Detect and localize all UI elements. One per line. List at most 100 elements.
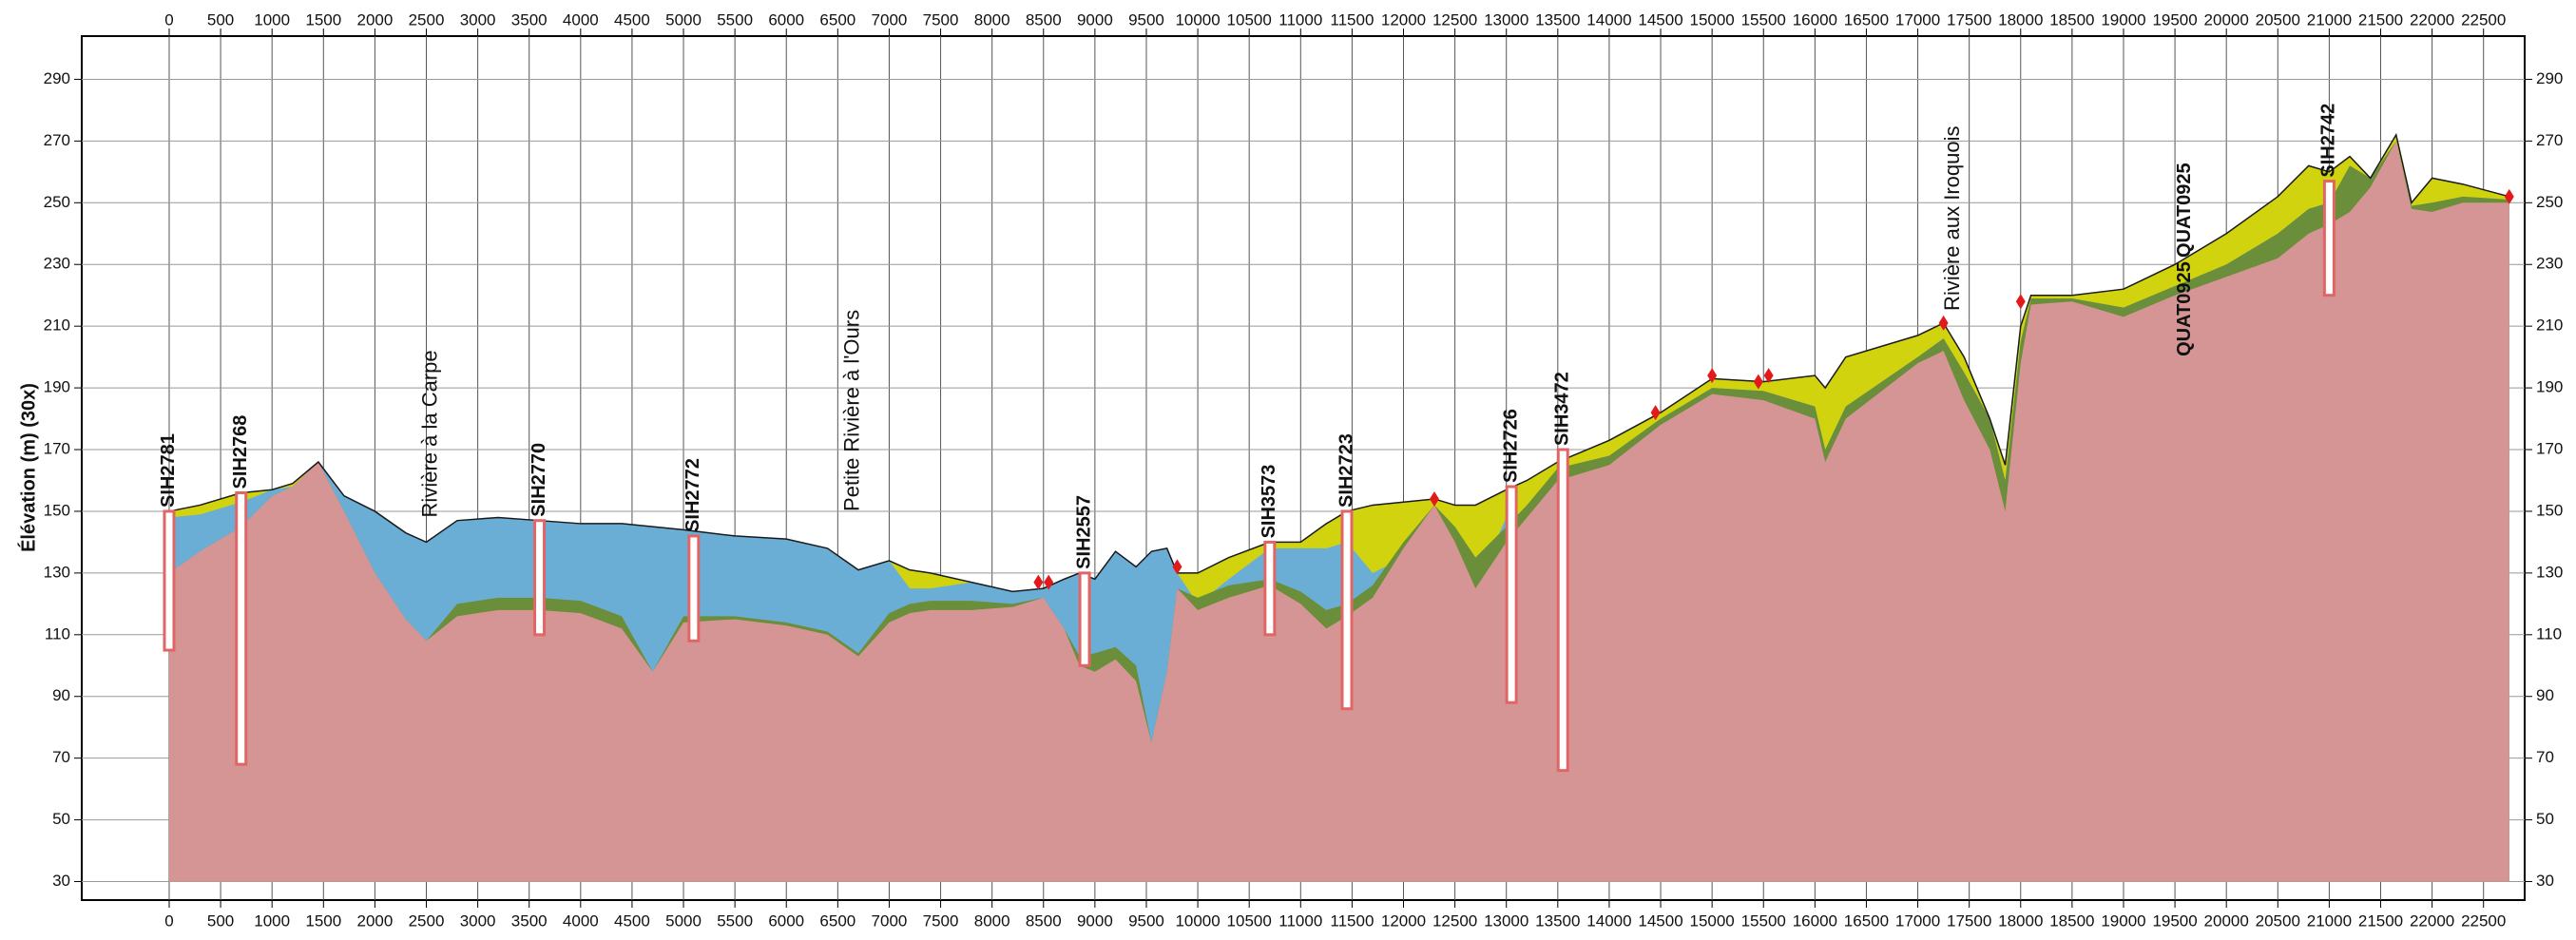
- x-tick-label: 11500: [1330, 911, 1374, 930]
- x-tick-label: 16000: [1793, 911, 1837, 930]
- x-tick-label: 2000: [356, 911, 393, 930]
- borehole: [1080, 573, 1089, 665]
- y-tick-label: 250: [44, 193, 70, 211]
- y-tick-label: 70: [2536, 748, 2554, 766]
- y-tick-label: 130: [44, 563, 70, 581]
- x-tick-label: 1000: [254, 911, 290, 930]
- x-tick-label: 3500: [511, 10, 548, 29]
- x-tick-label: 13500: [1535, 10, 1580, 29]
- x-tick-label: 19000: [2101, 10, 2145, 29]
- x-tick-label: 19500: [2152, 911, 2197, 930]
- x-tick-label: 4500: [614, 911, 650, 930]
- x-tick-label: 18500: [2049, 911, 2094, 930]
- y-tick-label: 110: [2536, 624, 2562, 643]
- x-tick-label: 22500: [2461, 911, 2506, 930]
- x-tick-label: 16500: [1844, 911, 1889, 930]
- x-tick-label: 18000: [1998, 911, 2043, 930]
- borehole-label: SIH2726: [1500, 409, 1521, 483]
- borehole-label: SIH2768: [230, 415, 251, 489]
- y-tick-label: 150: [2536, 501, 2563, 519]
- y-tick-label: 250: [2536, 193, 2563, 211]
- y-tick-label: 50: [52, 810, 70, 828]
- x-tick-label: 8500: [1026, 10, 1062, 29]
- x-tick-label: 19500: [2152, 10, 2197, 29]
- x-tick-label: 1000: [254, 10, 290, 29]
- y-tick-label: 90: [52, 686, 70, 704]
- y-tick-label: 210: [2536, 317, 2563, 335]
- x-tick-label: 8500: [1026, 911, 1062, 930]
- x-tick-label: 13000: [1484, 10, 1528, 29]
- x-tick-label: 12500: [1432, 10, 1477, 29]
- y-tick-label: 290: [44, 69, 70, 87]
- x-tick-label: 9500: [1128, 10, 1164, 29]
- borehole-label: SIH2723: [1336, 433, 1356, 508]
- borehole: [1342, 511, 1352, 709]
- borehole: [2324, 182, 2334, 296]
- x-tick-label: 2500: [409, 10, 445, 29]
- x-tick-label: 18000: [1998, 10, 2043, 29]
- y-tick-label: 150: [44, 501, 70, 519]
- x-tick-label: 17500: [1947, 911, 1991, 930]
- x-tick-label: 21000: [2307, 911, 2352, 930]
- chart: Élévation (m) (30x) 00500500100010001500…: [0, 0, 2576, 935]
- y-tick-label: 170: [2536, 440, 2563, 458]
- x-tick-label: 3000: [460, 10, 496, 29]
- x-tick-label: 500: [207, 10, 234, 29]
- x-tick-label: 15500: [1741, 10, 1786, 29]
- borehole-label: SIH2770: [529, 443, 549, 517]
- borehole: [535, 521, 545, 635]
- borehole: [1507, 487, 1516, 702]
- river-label: Rivière aux Iroquois: [1940, 125, 1964, 310]
- x-tick-label: 8000: [974, 10, 1010, 29]
- x-tick-label: 10000: [1175, 911, 1220, 930]
- y-tick-label: 270: [44, 131, 70, 149]
- borehole: [1558, 450, 1567, 771]
- x-tick-label: 15000: [1689, 10, 1734, 29]
- x-tick-label: 0: [164, 911, 173, 930]
- x-tick-label: 2500: [409, 911, 445, 930]
- x-tick-label: 21500: [2358, 911, 2403, 930]
- page: Élévation (m) (30x) 00500500100010001500…: [0, 0, 2576, 940]
- x-tick-label: 10500: [1227, 10, 1272, 29]
- x-tick-label: 21500: [2358, 10, 2403, 29]
- y-tick-label: 230: [44, 255, 70, 273]
- x-tick-label: 20000: [2204, 911, 2249, 930]
- x-tick-label: 9500: [1128, 911, 1164, 930]
- borehole-label: SIH3573: [1259, 465, 1279, 539]
- y-tick-label: 50: [2536, 810, 2554, 828]
- borehole-label: SIH2742: [2318, 104, 2339, 178]
- x-tick-label: 6500: [819, 10, 855, 29]
- y-axis-title: Élévation (m) (30x): [17, 383, 39, 552]
- borehole-label: SIH2772: [682, 458, 703, 532]
- y-tick-label: 290: [2536, 69, 2563, 87]
- x-tick-label: 15000: [1689, 911, 1734, 930]
- x-tick-label: 16000: [1793, 10, 1837, 29]
- x-tick-label: 12500: [1432, 911, 1477, 930]
- x-tick-label: 20500: [2256, 10, 2300, 29]
- x-tick-label: 10000: [1175, 10, 1220, 29]
- river-label: Petite Rivière à l'Ours: [839, 310, 863, 511]
- x-tick-label: 11500: [1330, 10, 1374, 29]
- x-tick-label: 7000: [872, 911, 908, 930]
- x-tick-label: 9000: [1077, 911, 1113, 930]
- x-tick-label: 18500: [2049, 10, 2094, 29]
- x-tick-label: 17500: [1947, 10, 1991, 29]
- borehole-label: SIH2781: [158, 433, 179, 508]
- x-tick-label: 14500: [1638, 911, 1682, 930]
- x-tick-label: 22000: [2410, 10, 2454, 29]
- x-tick-label: 21000: [2307, 10, 2352, 29]
- marker: [2016, 294, 2026, 309]
- x-tick-label: 13500: [1535, 911, 1580, 930]
- borehole: [237, 492, 246, 764]
- x-tick-label: 500: [207, 911, 234, 930]
- x-tick-label: 22500: [2461, 10, 2506, 29]
- x-tick-label: 9000: [1077, 10, 1113, 29]
- x-tick-label: 3000: [460, 911, 496, 930]
- y-tick-label: 30: [2536, 872, 2554, 890]
- x-tick-label: 5000: [665, 911, 702, 930]
- borehole-label: SIH3472: [1552, 372, 1573, 446]
- x-tick-label: 5500: [717, 10, 753, 29]
- x-tick-label: 12000: [1381, 10, 1426, 29]
- x-tick-label: 7500: [923, 10, 959, 29]
- borehole-label: QUAT0925: [2174, 163, 2195, 258]
